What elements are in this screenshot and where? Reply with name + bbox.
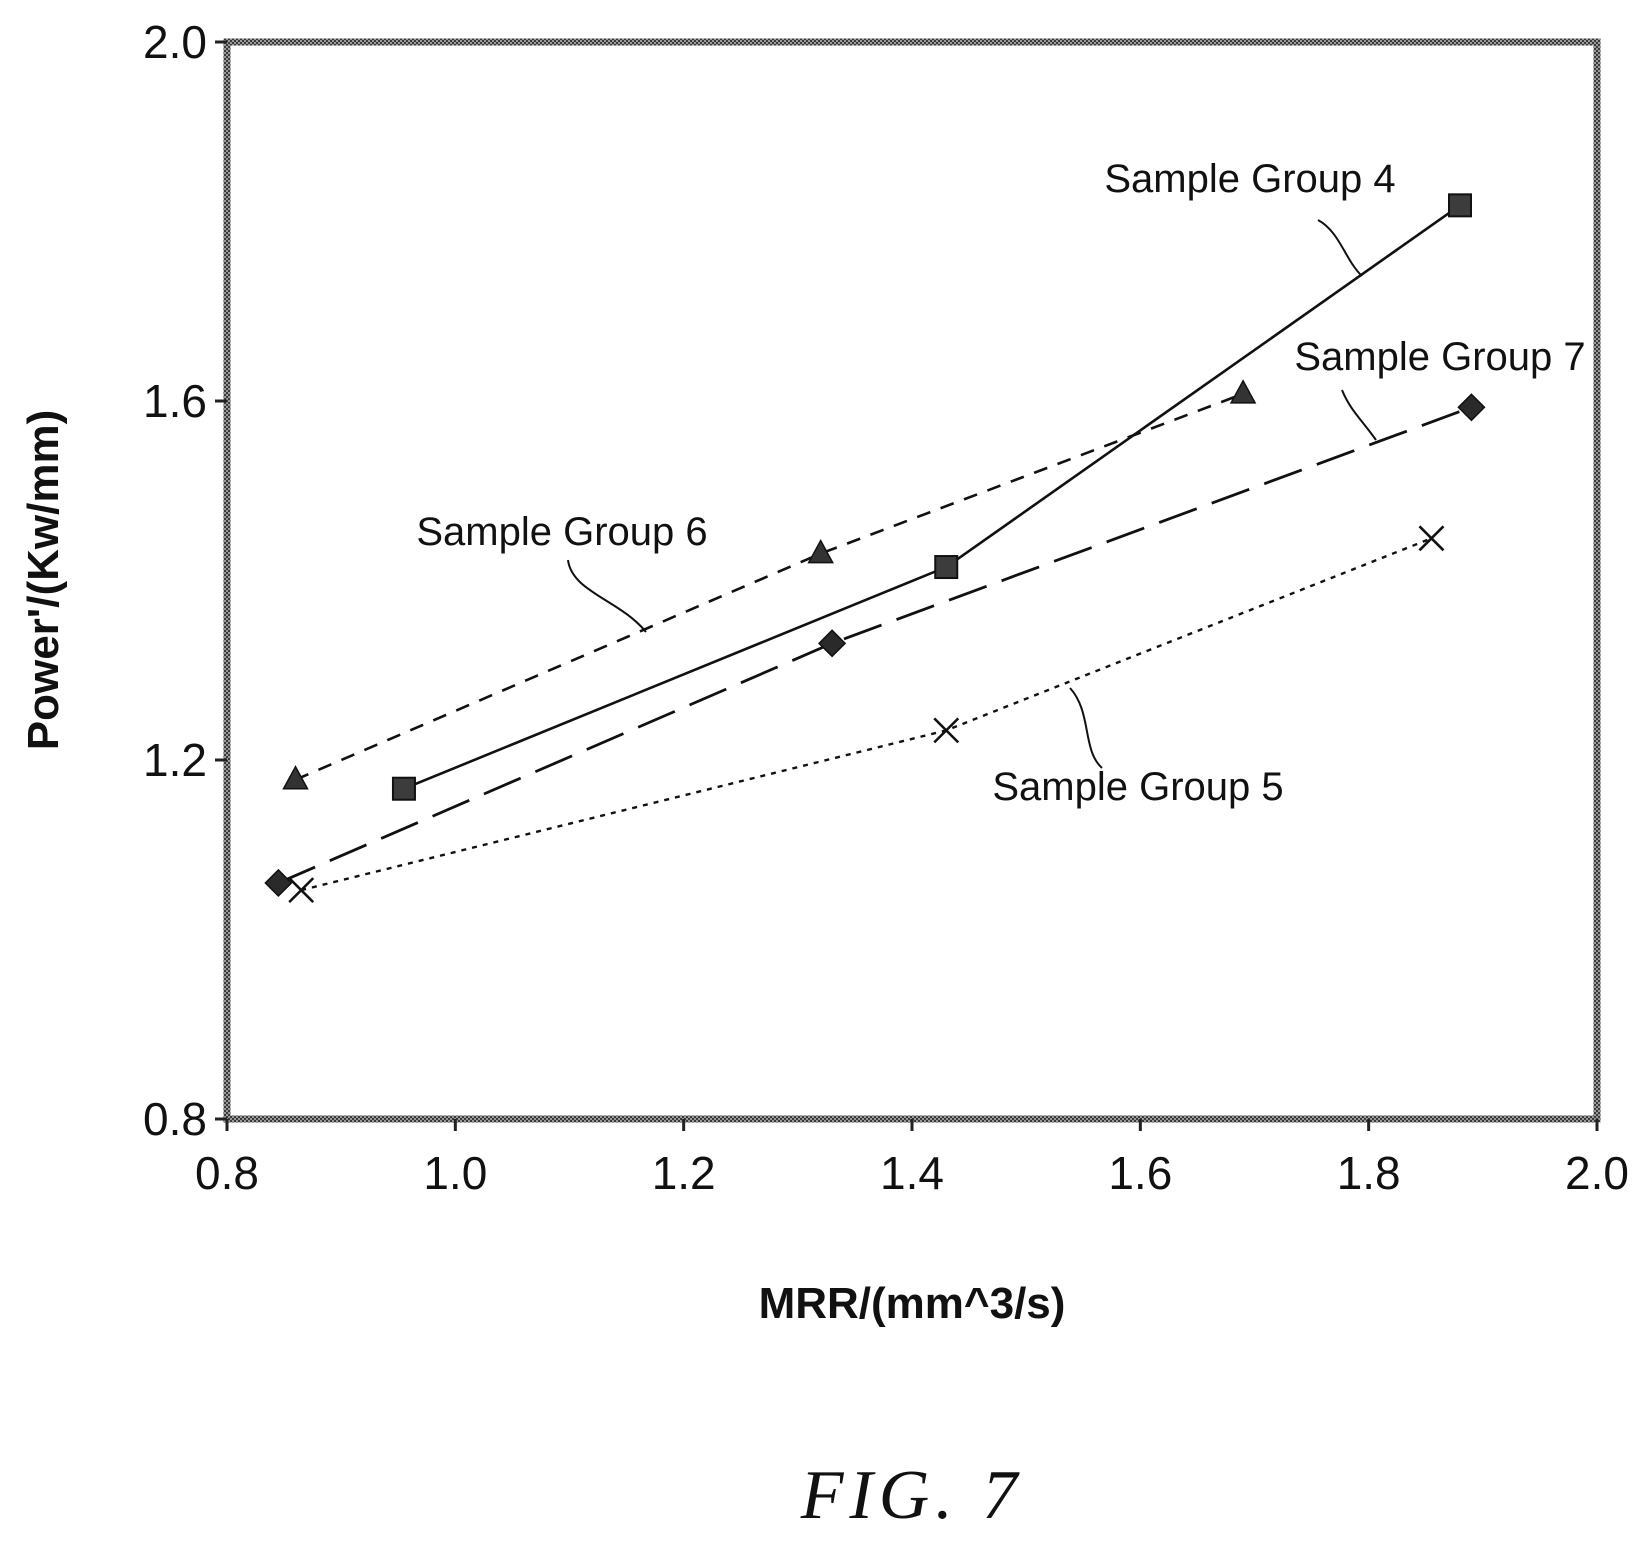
y-axis-title: Power'/(Kw/mm) — [19, 410, 68, 751]
callout-label: Sample Group 6 — [416, 510, 707, 554]
data-point-x — [1418, 525, 1445, 552]
x-axis-title: MRR/(mm^3/s) — [759, 1279, 1066, 1328]
y-tick-label: 2.0 — [143, 16, 207, 68]
data-point-square — [934, 555, 959, 580]
series-line — [300, 537, 1432, 892]
series-line — [294, 392, 1244, 781]
data-point-square — [1448, 193, 1472, 218]
data-point-diamond — [264, 868, 293, 898]
series-sample-group-4 — [391, 193, 1472, 801]
series-sample-group-5 — [288, 525, 1445, 904]
data-point-diamond — [1457, 393, 1486, 422]
data-point-x — [288, 877, 315, 904]
x-tick-label: 1.8 — [1337, 1147, 1401, 1199]
y-tick-label: 0.8 — [143, 1093, 207, 1145]
callout-sample-group-5: Sample Group 5 — [992, 687, 1284, 809]
x-tick-label: 1.4 — [880, 1147, 944, 1199]
callout-sample-group-7: Sample Group 7 — [1294, 335, 1586, 441]
x-tick-label: 1.0 — [423, 1147, 487, 1199]
data-point-square — [391, 776, 416, 801]
callout-label: Sample Group 4 — [1104, 157, 1395, 201]
y-tick-label: 1.6 — [143, 375, 207, 427]
callout-label: Sample Group 7 — [1294, 335, 1585, 379]
x-axis: 0.8 1.0 1.2 1.4 1.6 1.8 2.0 — [195, 1119, 1629, 1199]
series-layer — [264, 193, 1486, 904]
figure-caption: FIG. 7 — [800, 1457, 1024, 1534]
y-axis: 0.8 1.2 1.6 2.0 — [143, 16, 227, 1145]
data-point-triangle — [1229, 379, 1257, 404]
callout-leader — [1317, 219, 1363, 277]
callout-layer: Sample Group 4 Sample Group 5 Sample Group… — [416, 157, 1585, 809]
x-tick-label: 2.0 — [1565, 1147, 1629, 1199]
x-tick-label: 0.8 — [195, 1147, 259, 1199]
x-tick-label: 1.6 — [1108, 1147, 1172, 1199]
series-sample-group-7 — [264, 393, 1486, 898]
callout-label: Sample Group 5 — [992, 765, 1283, 809]
data-point-triangle — [807, 539, 834, 564]
callout-leader — [1069, 687, 1103, 769]
data-point-triangle — [282, 765, 309, 790]
callout-leader — [567, 559, 647, 633]
callout-sample-group-4: Sample Group 4 — [1104, 157, 1396, 277]
series-sample-group-6 — [282, 379, 1257, 790]
callout-sample-group-6: Sample Group 6 — [416, 510, 708, 633]
callout-leader — [1341, 389, 1377, 441]
y-tick-label: 1.2 — [143, 734, 207, 786]
series-line — [277, 405, 1472, 885]
data-point-diamond — [818, 629, 847, 658]
data-point-x — [933, 717, 960, 744]
series-line — [403, 204, 1461, 790]
x-tick-label: 1.2 — [652, 1147, 716, 1199]
